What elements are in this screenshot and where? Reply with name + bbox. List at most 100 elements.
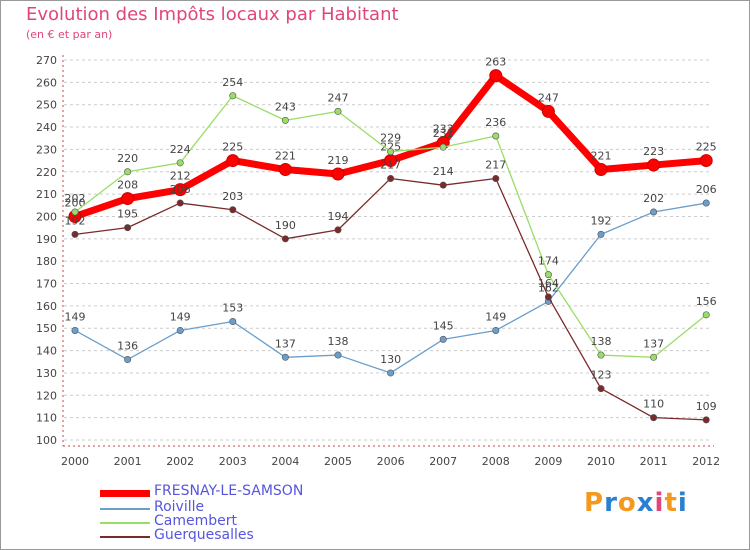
- logo-letter: i: [677, 488, 688, 518]
- data-label-camembert-2004: 243: [275, 100, 296, 113]
- data-point-fresnay-le-samson-2003: [226, 154, 240, 168]
- y-tick-label-170: 170: [36, 278, 57, 291]
- data-label-camembert-2003: 254: [222, 76, 243, 89]
- data-point-camembert-2009: [544, 271, 552, 279]
- y-tick-label-160: 160: [36, 300, 57, 313]
- legend-label-guerquesalles: Guerquesalles: [154, 527, 254, 543]
- data-point-camembert-2000: [71, 208, 79, 216]
- data-label-guerquesalles-2008: 217: [485, 158, 506, 171]
- data-point-guerquesalles-2001: [124, 224, 132, 232]
- data-point-fresnay-le-samson-2002: [173, 183, 187, 197]
- y-tick-label-120: 120: [36, 389, 57, 402]
- data-label-camembert-2012: 156: [696, 295, 717, 308]
- x-tick-label-2008: 2008: [482, 455, 510, 468]
- logo-letter: r: [604, 488, 618, 518]
- data-label-camembert-2005: 247: [328, 91, 349, 104]
- x-tick-label-2000: 2000: [61, 455, 89, 468]
- data-point-roiville-2011: [650, 208, 658, 216]
- x-tick-label-2003: 2003: [219, 455, 247, 468]
- data-label-guerquesalles-2009: 164: [538, 277, 559, 290]
- data-point-roiville-2012: [702, 199, 710, 207]
- legend-label-camembert: Camembert: [154, 513, 237, 529]
- y-tick-label-190: 190: [36, 233, 57, 246]
- data-point-camembert-2003: [229, 92, 237, 100]
- data-label-guerquesalles-2011: 110: [643, 398, 664, 411]
- logo-letter: o: [617, 488, 637, 518]
- y-tick-label-240: 240: [36, 121, 57, 134]
- data-label-roiville-2000: 149: [65, 310, 86, 323]
- data-label-roiville-2002: 149: [170, 310, 191, 323]
- data-label-guerquesalles-2001: 195: [117, 208, 138, 221]
- chart-title: Evolution des Impôts locaux par Habitant: [26, 4, 399, 25]
- y-tick-label-140: 140: [36, 345, 57, 358]
- data-point-guerquesalles-2006: [387, 174, 395, 182]
- series-line-roiville: [74, 202, 707, 374]
- x-tick-label-2004: 2004: [271, 455, 299, 468]
- data-point-fresnay-le-samson-2005: [331, 167, 345, 181]
- y-tick-label-260: 260: [36, 76, 57, 89]
- logo-letter: t: [664, 488, 678, 518]
- data-point-roiville-2001: [124, 356, 132, 364]
- x-tick-label-2010: 2010: [587, 455, 615, 468]
- data-point-guerquesalles-2008: [492, 174, 500, 182]
- data-label-roiville-2003: 153: [222, 302, 243, 315]
- x-tick-label-2012: 2012: [692, 455, 720, 468]
- x-tick-label-2006: 2006: [377, 455, 405, 468]
- data-point-roiville-2007: [439, 335, 447, 343]
- x-tick-label-2009: 2009: [534, 455, 562, 468]
- data-point-camembert-2012: [702, 311, 710, 319]
- data-point-camembert-2006: [387, 148, 395, 156]
- data-label-fresnay-le-samson-2001: 208: [117, 179, 138, 192]
- data-point-guerquesalles-2012: [702, 416, 710, 424]
- data-label-roiville-2005: 138: [328, 335, 349, 348]
- data-label-fresnay-le-samson-2009: 247: [538, 91, 559, 104]
- data-label-camembert-2011: 137: [643, 337, 664, 350]
- data-label-roiville-2012: 206: [696, 183, 717, 196]
- data-label-fresnay-le-samson-2012: 225: [696, 141, 717, 154]
- data-label-fresnay-le-samson-2000: 200: [65, 196, 86, 209]
- data-point-guerquesalles-2007: [439, 181, 447, 189]
- line-chart: 100 110 120 130 140 150 160 170 180 190 200 210 220 2…: [36, 54, 720, 468]
- legend-swatch-fresnay: [100, 490, 150, 497]
- data-label-fresnay-le-samson-2010: 221: [591, 150, 612, 163]
- data-point-fresnay-le-samson-2009: [541, 104, 555, 118]
- data-label-fresnay-le-samson-2008: 263: [485, 56, 506, 69]
- data-point-fresnay-le-samson-2012: [699, 154, 713, 168]
- data-label-guerquesalles-2000: 192: [65, 214, 86, 227]
- data-point-camembert-2002: [176, 159, 184, 167]
- data-label-fresnay-le-samson-2007: 233: [433, 123, 454, 136]
- y-tick-label-150: 150: [36, 322, 57, 335]
- data-point-camembert-2001: [124, 168, 132, 176]
- data-point-camembert-2008: [492, 132, 500, 140]
- data-label-fresnay-le-samson-2011: 223: [643, 145, 664, 158]
- data-label-fresnay-le-samson-2006: 225: [380, 141, 401, 154]
- legend-label-roiville: Roiville: [154, 499, 205, 515]
- logo-letter: P: [584, 488, 605, 518]
- y-tick-label-110: 110: [36, 412, 57, 425]
- data-label-roiville-2008: 149: [485, 310, 506, 323]
- legend-label-fresnay: FRESNAY-LE-SAMSON: [154, 483, 304, 499]
- data-label-fresnay-le-samson-2002: 212: [170, 170, 191, 183]
- data-point-roiville-2005: [334, 351, 342, 359]
- data-point-fresnay-le-samson-2011: [647, 158, 661, 172]
- y-tick-label-230: 230: [36, 143, 57, 156]
- data-label-guerquesalles-2002: 206: [170, 183, 191, 196]
- y-tick-label-180: 180: [36, 255, 57, 268]
- proxiti-logo: Proxiti: [584, 488, 688, 518]
- data-label-roiville-2004: 137: [275, 337, 296, 350]
- legend-swatch-camembert: [100, 522, 150, 524]
- data-point-camembert-2011: [650, 353, 658, 361]
- data-label-guerquesalles-2010: 123: [591, 369, 612, 382]
- data-point-guerquesalles-2003: [229, 206, 237, 214]
- y-tick-label-200: 200: [36, 210, 57, 223]
- data-point-roiville-2004: [281, 353, 289, 361]
- logo-letter: x: [636, 488, 655, 518]
- data-label-camembert-2010: 138: [591, 335, 612, 348]
- data-label-camembert-2007: 231: [433, 127, 454, 140]
- data-label-fresnay-le-samson-2004: 221: [275, 150, 296, 163]
- y-tick-label-100: 100: [36, 434, 57, 447]
- data-label-roiville-2011: 202: [643, 192, 664, 205]
- data-label-camembert-2008: 236: [485, 116, 506, 129]
- x-tick-label-2007: 2007: [429, 455, 457, 468]
- x-tick-label-2002: 2002: [166, 455, 194, 468]
